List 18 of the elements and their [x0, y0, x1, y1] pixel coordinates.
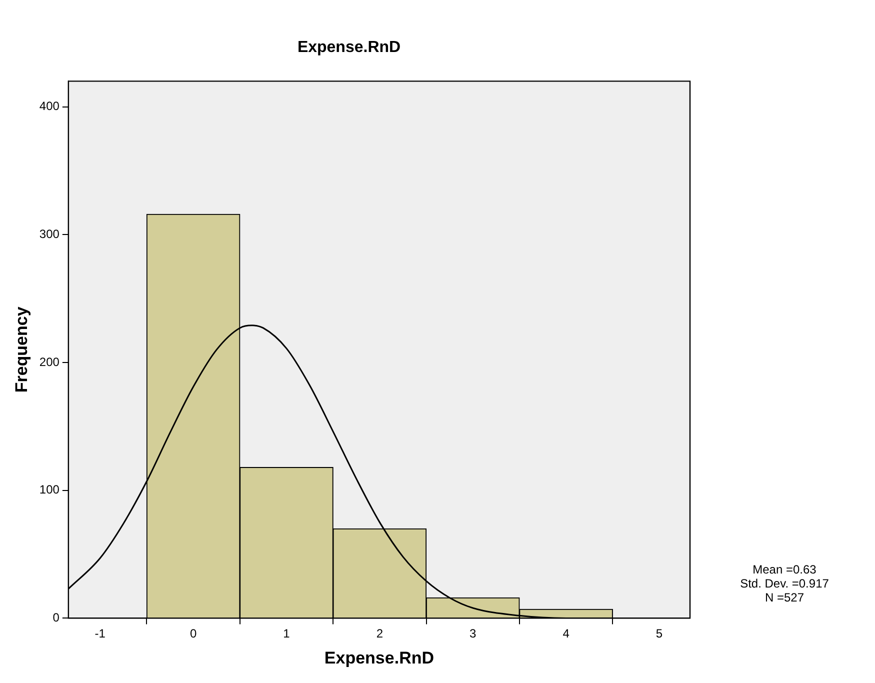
chart-title: Expense.RnD: [297, 39, 401, 56]
y-tick-label: 200: [39, 354, 60, 369]
y-tick-label: 0: [52, 610, 60, 625]
y-axis-title: Frequency: [12, 306, 31, 393]
x-tick-label: -1: [94, 626, 106, 641]
y-tick-label: 100: [39, 482, 60, 497]
y-tick-label: 300: [39, 226, 60, 241]
x-tick-label: 2: [376, 626, 384, 641]
text: N =527: [764, 590, 804, 605]
x-tick-label: 3: [470, 626, 477, 641]
x-tick-label: 4: [562, 626, 570, 641]
text: Mean =0.63: [752, 562, 817, 577]
x-tick-label: 1: [283, 626, 290, 641]
x-tick-label: 5: [656, 626, 663, 641]
y-tick-label: 400: [39, 99, 60, 114]
x-axis-title: Expense.RnD: [324, 648, 434, 668]
text: Std. Dev. =0.917: [740, 576, 830, 591]
x-tick-label: 0: [190, 626, 197, 641]
